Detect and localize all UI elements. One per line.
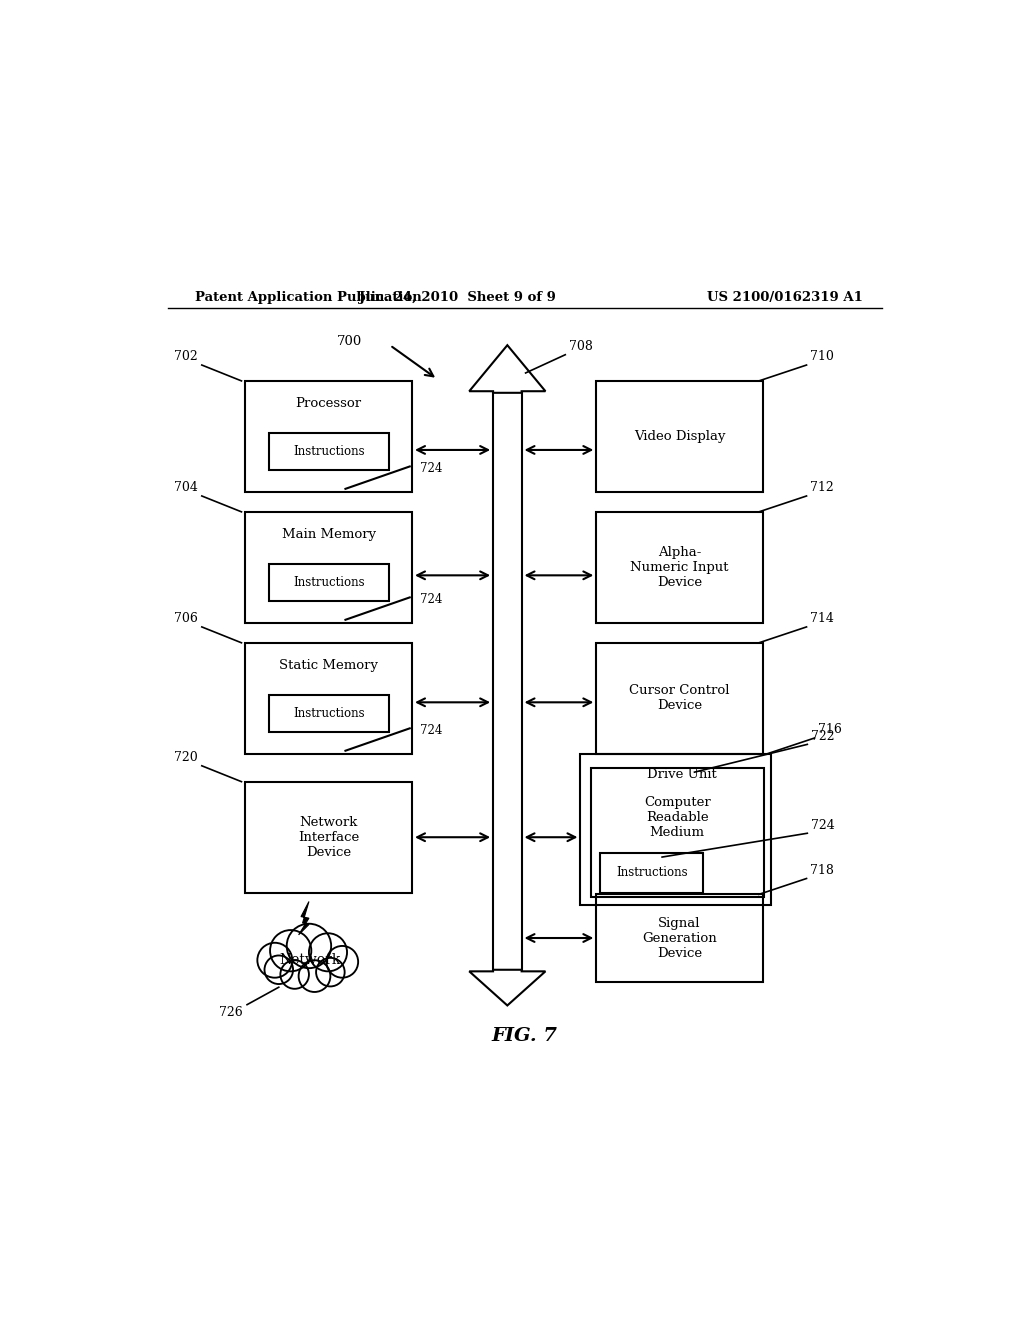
Bar xyxy=(596,643,763,754)
Circle shape xyxy=(264,956,293,983)
Bar xyxy=(268,696,389,731)
Text: Patent Application Publication: Patent Application Publication xyxy=(196,292,422,304)
Text: 712: 712 xyxy=(810,482,835,495)
Text: Network: Network xyxy=(280,953,341,968)
Text: Jun. 24, 2010  Sheet 9 of 9: Jun. 24, 2010 Sheet 9 of 9 xyxy=(358,292,556,304)
Text: Network
Interface
Device: Network Interface Device xyxy=(298,816,359,859)
Circle shape xyxy=(316,958,345,986)
Text: 724: 724 xyxy=(420,462,442,475)
Text: Drive Unit: Drive Unit xyxy=(647,768,717,781)
Bar xyxy=(246,512,412,623)
Text: Cursor Control
Device: Cursor Control Device xyxy=(630,684,730,713)
Text: 724: 724 xyxy=(811,818,835,832)
Text: 726: 726 xyxy=(219,1006,243,1019)
Text: Instructions: Instructions xyxy=(616,866,687,879)
Circle shape xyxy=(281,960,309,989)
Bar xyxy=(268,564,389,601)
Bar xyxy=(246,781,412,892)
Text: 706: 706 xyxy=(174,612,198,626)
Text: 716: 716 xyxy=(818,723,843,737)
Bar xyxy=(246,381,412,492)
Circle shape xyxy=(270,931,311,972)
Bar xyxy=(246,643,412,754)
Bar xyxy=(600,853,703,892)
Circle shape xyxy=(257,942,292,978)
Text: FIG. 7: FIG. 7 xyxy=(492,1027,558,1044)
Bar xyxy=(596,895,763,982)
Text: Processor: Processor xyxy=(296,397,361,409)
Text: Instructions: Instructions xyxy=(293,706,365,719)
Bar xyxy=(596,381,763,492)
Text: US 2100/0162319 A1: US 2100/0162319 A1 xyxy=(708,292,863,304)
Text: 714: 714 xyxy=(810,612,835,626)
Bar xyxy=(596,512,763,623)
Text: 704: 704 xyxy=(174,482,198,495)
Polygon shape xyxy=(299,902,309,935)
Text: Instructions: Instructions xyxy=(293,576,365,589)
Text: Main Memory: Main Memory xyxy=(282,528,376,541)
Text: Computer
Readable
Medium: Computer Readable Medium xyxy=(644,796,711,840)
Text: 708: 708 xyxy=(569,341,593,354)
Text: Alpha-
Numeric Input
Device: Alpha- Numeric Input Device xyxy=(631,546,729,589)
Bar xyxy=(268,433,389,470)
Text: 724: 724 xyxy=(420,725,442,737)
Text: Video Display: Video Display xyxy=(634,430,725,444)
Circle shape xyxy=(299,960,331,991)
Bar xyxy=(581,754,771,904)
Text: 718: 718 xyxy=(810,863,835,876)
Text: 720: 720 xyxy=(174,751,198,764)
Text: Static Memory: Static Memory xyxy=(280,659,378,672)
Bar xyxy=(591,768,764,896)
Text: 700: 700 xyxy=(337,335,362,347)
Text: 724: 724 xyxy=(420,593,442,606)
Text: 710: 710 xyxy=(810,350,835,363)
Circle shape xyxy=(309,933,347,972)
Circle shape xyxy=(287,924,331,968)
Text: 722: 722 xyxy=(811,730,835,743)
Text: Signal
Generation
Device: Signal Generation Device xyxy=(642,916,717,960)
Text: 702: 702 xyxy=(174,350,198,363)
Text: Instructions: Instructions xyxy=(293,445,365,458)
Circle shape xyxy=(327,946,358,978)
